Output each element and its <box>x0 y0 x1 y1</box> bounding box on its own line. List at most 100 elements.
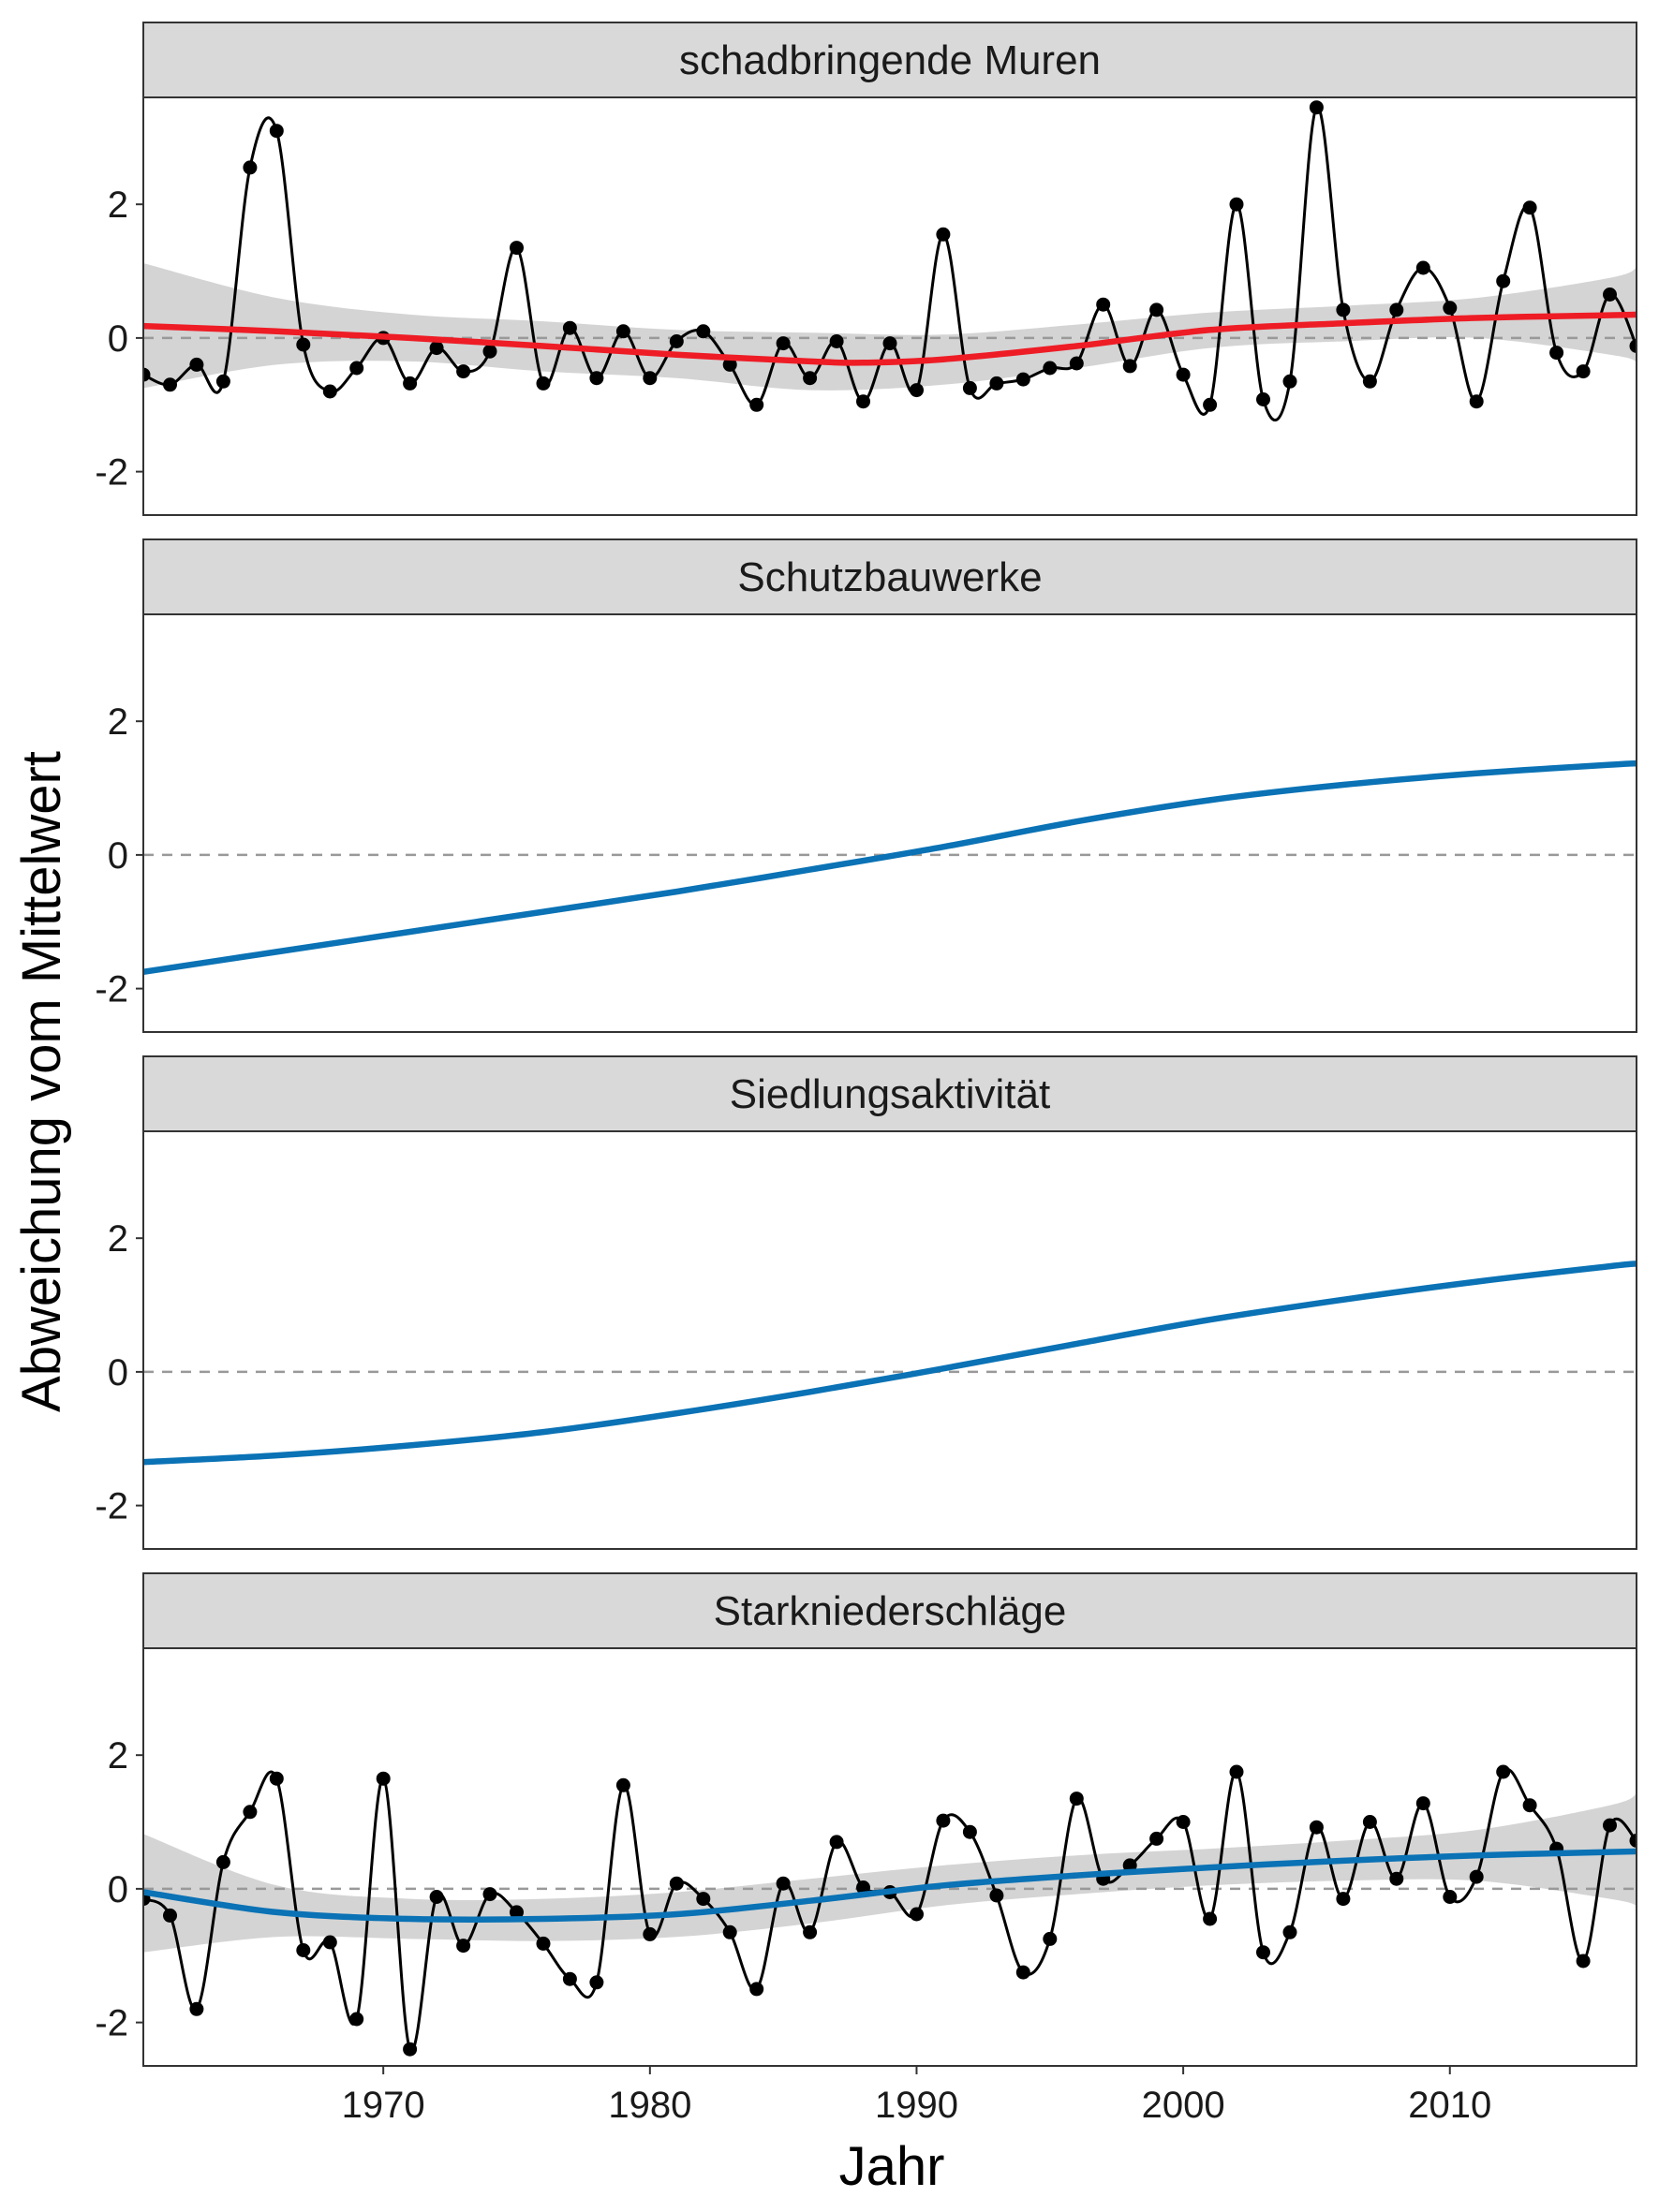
observed-point <box>1389 302 1404 317</box>
observed-point <box>1149 1831 1164 1846</box>
y-tick-label: 2 <box>108 1735 128 1777</box>
observed-point <box>803 371 818 386</box>
x-tick-label: 2010 <box>1408 2085 1491 2126</box>
observed-point <box>1469 394 1484 409</box>
observed-point <box>269 124 284 139</box>
observed-point <box>803 1924 818 1939</box>
facet-panel: Starkniederschläge -2 0 2 <box>95 1572 1637 2067</box>
observed-point <box>189 2001 204 2016</box>
observed-point <box>936 227 951 242</box>
observed-point <box>429 1890 444 1904</box>
observed-point <box>589 1975 604 1990</box>
y-tick-label: -2 <box>95 452 128 494</box>
observed-point <box>322 384 337 399</box>
panel-border <box>142 1130 1637 1550</box>
panel-border <box>142 1647 1637 2067</box>
y-axis-title: Abweichung vom Mittelwert <box>11 751 72 1412</box>
observed-point <box>1415 260 1430 275</box>
observed-point <box>829 334 844 348</box>
observed-point <box>1203 1911 1218 1926</box>
observed-point <box>269 1771 284 1786</box>
observed-point <box>510 1905 524 1920</box>
observed-point <box>1282 374 1297 389</box>
facet-panel: Schutzbauwerke -2 0 2 <box>95 538 1637 1033</box>
observed-point <box>1256 1945 1270 1960</box>
observed-point <box>243 1805 258 1820</box>
observed-point <box>189 357 204 372</box>
observed-point <box>1282 1924 1297 1939</box>
observed-point <box>1069 356 1084 371</box>
observed-point <box>1309 1820 1324 1835</box>
observed-point <box>1603 1818 1617 1833</box>
observed-point <box>856 394 870 409</box>
facet-title: Siedlungsaktivität <box>730 1071 1050 1117</box>
facet-panels: schadbringende Muren -2 0 2 Schutzbauwerke -2… <box>95 22 1637 2067</box>
trend-line <box>143 759 1637 976</box>
observed-point <box>696 324 711 339</box>
x-tick-label: 1980 <box>608 2085 691 2126</box>
y-tick-label: -2 <box>95 2003 128 2044</box>
observed-point <box>482 344 497 359</box>
x-tick-label: 1970 <box>342 2085 425 2126</box>
observed-point <box>643 371 658 386</box>
plot-area <box>143 1764 1637 2057</box>
x-axis: 1970 1980 1990 2000 2010 <box>342 2066 1491 2126</box>
observed-point <box>722 1924 737 1939</box>
observed-point <box>1069 1792 1084 1806</box>
observed-point <box>456 364 471 379</box>
observed-point <box>1496 1764 1511 1779</box>
observed-point <box>589 371 604 386</box>
observed-point <box>829 1835 844 1850</box>
facet-panel: schadbringende Muren -2 0 2 <box>95 22 1637 516</box>
observed-point <box>615 1777 630 1792</box>
observed-point <box>856 1880 870 1895</box>
y-tick-label: 2 <box>108 184 128 226</box>
observed-point <box>910 383 924 398</box>
observed-point <box>1203 397 1218 412</box>
y-tick-label: -2 <box>95 969 128 1010</box>
observed-point <box>1389 1871 1404 1886</box>
observed-point <box>1043 1931 1058 1946</box>
observed-point <box>1229 197 1244 212</box>
observed-point <box>669 1876 684 1891</box>
observed-point <box>1576 1954 1591 1969</box>
observed-point <box>1149 302 1164 317</box>
observed-point <box>1015 1965 1030 1980</box>
plot-area <box>143 1261 1637 1466</box>
observed-point <box>1122 359 1137 374</box>
observed-point <box>1309 100 1324 115</box>
trend-line <box>143 1848 1637 1924</box>
observed-point <box>1176 1815 1191 1829</box>
observed-point <box>722 357 737 372</box>
observed-point <box>143 367 151 382</box>
observed-point <box>1229 1764 1244 1779</box>
observed-point <box>456 1939 471 1954</box>
trend-line <box>143 1261 1637 1466</box>
observed-point <box>536 376 551 391</box>
observed-point <box>776 336 791 351</box>
observed-point <box>1336 302 1351 317</box>
plot-area <box>143 759 1637 976</box>
observed-point <box>296 1943 311 1957</box>
observed-point <box>1443 1890 1458 1904</box>
observed-point <box>349 361 364 376</box>
observed-point <box>776 1876 791 1891</box>
observed-point <box>669 334 684 348</box>
observed-point <box>1549 346 1564 361</box>
observed-point <box>1496 273 1511 288</box>
x-tick-label: 2000 <box>1142 2085 1225 2126</box>
y-tick-label: -2 <box>95 1486 128 1527</box>
facet-title: Schutzbauwerke <box>737 554 1042 600</box>
observed-point <box>1176 367 1191 382</box>
facet-strip <box>142 1572 1637 1649</box>
x-axis-title: Jahr <box>839 2136 945 2197</box>
observed-point <box>403 376 418 391</box>
y-tick-label: 2 <box>108 1218 128 1260</box>
observed-point <box>163 1908 177 1923</box>
observed-point <box>349 2012 364 2027</box>
panel-border <box>142 613 1637 1033</box>
observed-point <box>1522 200 1537 215</box>
observed-point <box>962 380 977 395</box>
observed-point <box>1629 1834 1637 1848</box>
